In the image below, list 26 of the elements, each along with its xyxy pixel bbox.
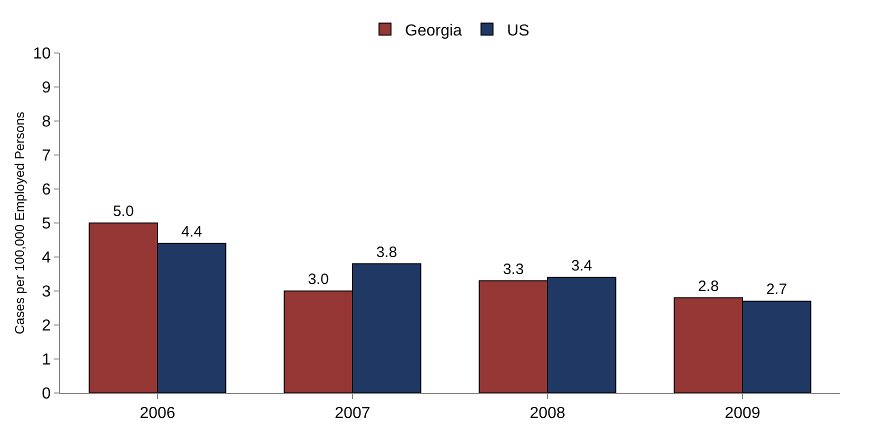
x-tick-label: 2006 (140, 405, 176, 422)
legend-label: US (507, 22, 530, 40)
y-tick-label: 6 (42, 182, 51, 199)
data-label: 3.0 (308, 271, 329, 288)
y-tick-label: 5 (42, 216, 51, 233)
y-tick-label: 7 (42, 148, 51, 165)
data-label: 5.0 (112, 203, 134, 220)
data-label: 2.8 (698, 278, 719, 295)
y-tick-label: 2 (42, 318, 51, 335)
data-label: 3.3 (502, 260, 524, 278)
y-tick-label: 9 (42, 80, 51, 97)
y-tick-label: 4 (42, 250, 51, 267)
x-tick-label: 2008 (530, 405, 566, 422)
y-tick-label: 3 (42, 284, 51, 301)
y-tick-label: 0 (42, 386, 51, 403)
y-tick-label: 1 (42, 352, 51, 369)
data-label: 3.4 (571, 257, 592, 274)
legend-label: Georgia (405, 22, 462, 40)
y-axis-title: Cases per 100,000 Employed Persons (12, 111, 27, 334)
data-label: 4.4 (181, 223, 202, 240)
data-label: 3.8 (376, 244, 398, 261)
x-tick-label: 2007 (334, 405, 370, 422)
data-label: 2.7 (766, 281, 788, 298)
x-tick-label: 2009 (724, 405, 760, 422)
y-tick-label: 10 (33, 46, 51, 63)
y-tick-label: 8 (42, 114, 51, 131)
